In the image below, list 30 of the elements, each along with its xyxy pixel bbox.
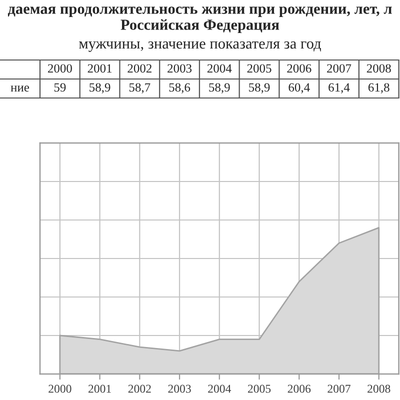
data-label: 58,9	[209, 83, 230, 94]
data-label: 59	[54, 83, 66, 92]
category-label: 2007	[327, 64, 352, 73]
x-tick-label: 2008	[368, 384, 390, 393]
data-label: 60,4	[288, 83, 310, 94]
chart-title: даемая продолжительность жизни при рождении, лет, л Российская Федерация	[8, 6, 392, 34]
category-label: 2000	[48, 64, 72, 73]
x-tick-label: 2004	[208, 384, 232, 393]
x-tick-label: 2000	[48, 384, 72, 393]
data-label: 58,6	[169, 83, 190, 94]
data-label: 58,9	[90, 83, 110, 94]
x-tick-label: 2003	[168, 384, 191, 393]
category-label: 2006	[287, 64, 312, 73]
data-label: 61,4	[328, 83, 350, 94]
x-tick-label: 2005	[248, 384, 271, 393]
text: ние	[10, 86, 30, 92]
data-label: 58,9	[249, 83, 270, 94]
category-label: 2003	[168, 64, 192, 73]
x-tick-label: 2006	[288, 384, 311, 393]
chart-subtitle: мужчины, значение показателя за год	[79, 41, 321, 52]
x-tick-label: 2001	[88, 384, 111, 393]
category-label: 2002	[128, 64, 152, 73]
data-label: 61,8	[368, 83, 390, 94]
data-label: 58,7	[129, 83, 150, 94]
x-tick-label: 2002	[128, 384, 151, 393]
category-label: 2008	[366, 64, 391, 73]
category-label: 2005	[247, 64, 272, 73]
x-tick-label: 2007	[328, 384, 350, 393]
category-label: 2004	[207, 64, 232, 73]
category-label: 2001	[88, 64, 112, 73]
